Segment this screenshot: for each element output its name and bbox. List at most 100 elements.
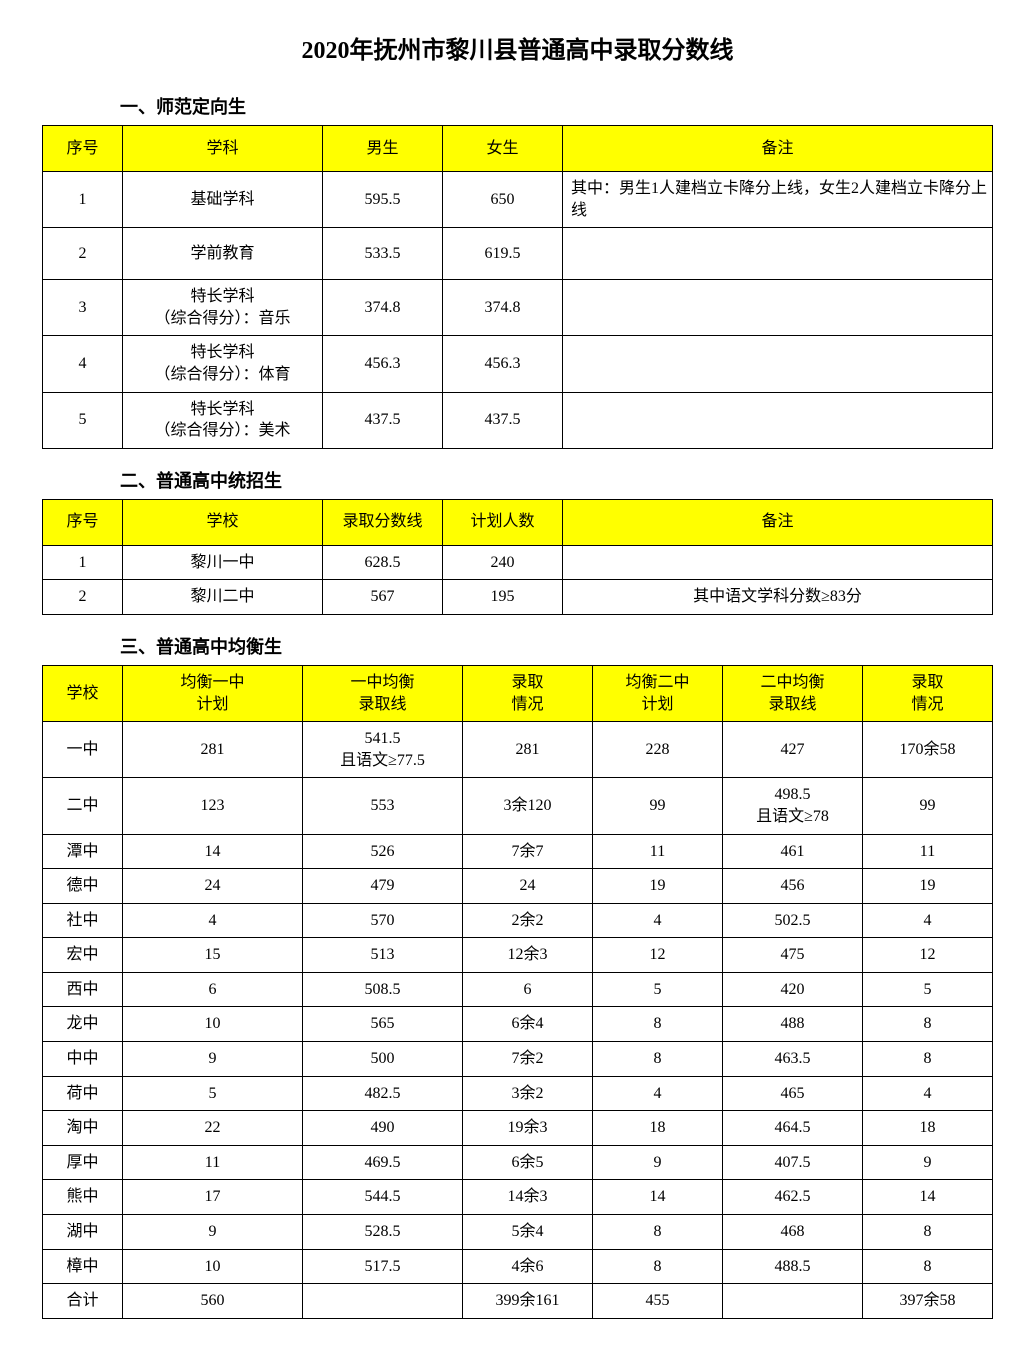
table-row: 龙中105656余484888 — [43, 1007, 993, 1042]
cell: 黎川二中 — [123, 580, 323, 615]
cell: 374.8 — [323, 280, 443, 336]
cell: 281 — [463, 722, 593, 778]
cell — [303, 1284, 463, 1319]
cell: 社中 — [43, 903, 123, 938]
cell: 99 — [863, 778, 993, 834]
cell: 5 — [593, 972, 723, 1007]
cell: 464.5 — [723, 1111, 863, 1146]
cell: 17 — [123, 1180, 303, 1215]
col-female: 女生 — [443, 126, 563, 172]
cell: 479 — [303, 869, 463, 904]
cell: 14 — [863, 1180, 993, 1215]
table-row: 荷中5482.53余244654 — [43, 1076, 993, 1111]
cell: 6 — [463, 972, 593, 1007]
cell: 4余6 — [463, 1249, 593, 1284]
cell: 7余7 — [463, 834, 593, 869]
cell: 14 — [123, 834, 303, 869]
table-row: 中中95007余28463.58 — [43, 1042, 993, 1077]
table-row: 一中281541.5且语文≥77.5281228427170余58 — [43, 722, 993, 778]
cell: 厚中 — [43, 1145, 123, 1180]
cell: 4 — [863, 903, 993, 938]
cell: 合计 — [43, 1284, 123, 1319]
cell: 374.8 — [443, 280, 563, 336]
cell: 3余2 — [463, 1076, 593, 1111]
table-row: 1基础学科595.5650其中：男生1人建档立卡降分上线，女生2人建档立卡降分上… — [43, 172, 993, 228]
cell: 553 — [303, 778, 463, 834]
cell: 490 — [303, 1111, 463, 1146]
cell: 1 — [43, 172, 123, 228]
cell: 12 — [593, 938, 723, 973]
cell: 462.5 — [723, 1180, 863, 1215]
cell: 22 — [123, 1111, 303, 1146]
cell: 12 — [863, 938, 993, 973]
cell: 24 — [463, 869, 593, 904]
table-row: 德中24479241945619 — [43, 869, 993, 904]
cell: 397余58 — [863, 1284, 993, 1319]
cell: 11 — [593, 834, 723, 869]
cell: 8 — [863, 1215, 993, 1250]
cell — [563, 228, 993, 280]
cell: 8 — [593, 1042, 723, 1077]
cell — [563, 392, 993, 448]
cell: 5 — [123, 1076, 303, 1111]
cell: 2 — [43, 580, 123, 615]
cell: 427 — [723, 722, 863, 778]
cell: 西中 — [43, 972, 123, 1007]
cell: 3余120 — [463, 778, 593, 834]
cell: 437.5 — [323, 392, 443, 448]
cell: 14余3 — [463, 1180, 593, 1215]
cell: 14 — [593, 1180, 723, 1215]
col-remark: 备注 — [563, 499, 993, 545]
table-row: 樟中10517.54余68488.58 — [43, 1249, 993, 1284]
table-row: 5特长学科（综合得分）：美术437.5437.5 — [43, 392, 993, 448]
cell: 8 — [593, 1215, 723, 1250]
cell: 特长学科（综合得分）：体育 — [123, 336, 323, 392]
col-school: 学校 — [123, 499, 323, 545]
cell: 4 — [43, 336, 123, 392]
cell: 465 — [723, 1076, 863, 1111]
cell: 18 — [593, 1111, 723, 1146]
cell: 469.5 — [303, 1145, 463, 1180]
col-line1: 一中均衡录取线 — [303, 665, 463, 721]
section3-heading: 三、普通高中均衡生 — [120, 633, 995, 659]
cell: 8 — [863, 1007, 993, 1042]
cell — [723, 1284, 863, 1319]
cell: 11 — [863, 834, 993, 869]
cell: 123 — [123, 778, 303, 834]
cell: 潭中 — [43, 834, 123, 869]
cell: 455 — [593, 1284, 723, 1319]
cell: 学前教育 — [123, 228, 323, 280]
cell: 650 — [443, 172, 563, 228]
cell: 482.5 — [303, 1076, 463, 1111]
col-male: 男生 — [323, 126, 443, 172]
cell: 特长学科（综合得分）：美术 — [123, 392, 323, 448]
cell: 508.5 — [303, 972, 463, 1007]
cell: 570 — [303, 903, 463, 938]
cell — [563, 280, 993, 336]
cell: 407.5 — [723, 1145, 863, 1180]
cell: 456 — [723, 869, 863, 904]
cell: 526 — [303, 834, 463, 869]
cell: 3 — [43, 280, 123, 336]
cell: 19 — [863, 869, 993, 904]
table-row: 社中45702余24502.54 — [43, 903, 993, 938]
cell: 龙中 — [43, 1007, 123, 1042]
cell: 8 — [863, 1042, 993, 1077]
table-row: 潭中145267余71146111 — [43, 834, 993, 869]
cell: 498.5且语文≥78 — [723, 778, 863, 834]
col-plan: 计划人数 — [443, 499, 563, 545]
cell: 11 — [123, 1145, 303, 1180]
table-row: 淘中2249019余318464.518 — [43, 1111, 993, 1146]
table-header-row: 学校 均衡一中计划 一中均衡录取线 录取情况 均衡二中计划 二中均衡录取线 录取… — [43, 665, 993, 721]
cell: 628.5 — [323, 545, 443, 580]
cell — [563, 336, 993, 392]
col-line2: 二中均衡录取线 — [723, 665, 863, 721]
cell: 4 — [593, 903, 723, 938]
cell: 熊中 — [43, 1180, 123, 1215]
col-plan2: 均衡二中计划 — [593, 665, 723, 721]
cell: 其中：男生1人建档立卡降分上线，女生2人建档立卡降分上线 — [563, 172, 993, 228]
cell: 9 — [863, 1145, 993, 1180]
cell: 619.5 — [443, 228, 563, 280]
cell: 7余2 — [463, 1042, 593, 1077]
col-plan1: 均衡一中计划 — [123, 665, 303, 721]
